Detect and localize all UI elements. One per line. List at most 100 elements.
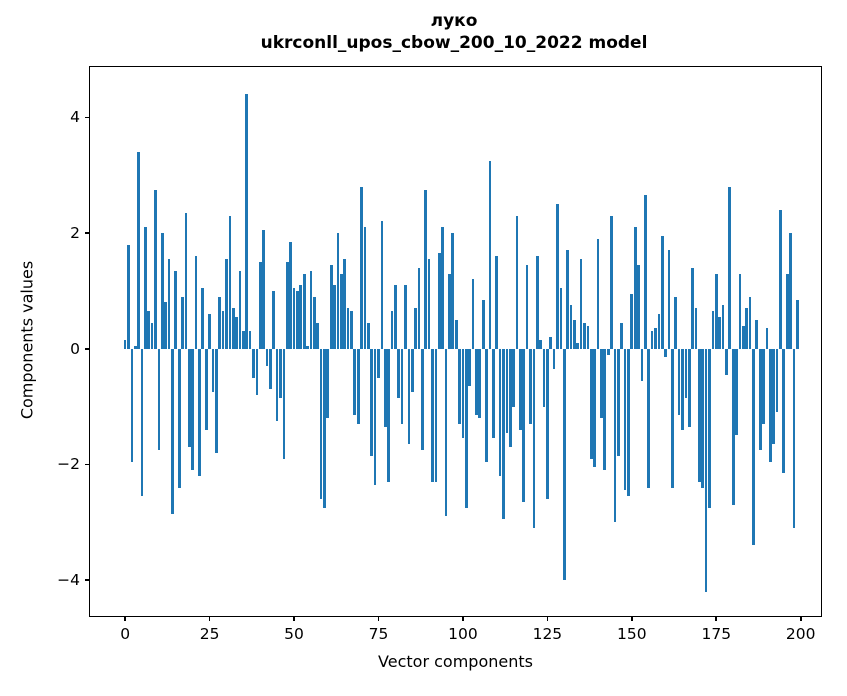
bar-12	[164, 302, 167, 349]
bar-109	[491, 348, 495, 439]
bar-188	[758, 348, 762, 450]
bar-96	[448, 273, 451, 349]
bar-135	[579, 259, 583, 349]
bar-110	[495, 256, 499, 349]
bar-145	[613, 348, 617, 523]
bar-170	[698, 348, 701, 482]
bar-40	[258, 261, 262, 349]
bar-43	[269, 348, 272, 390]
y-tick-mark	[85, 347, 90, 350]
bar-49	[289, 241, 292, 349]
bar-29	[221, 311, 225, 349]
bar-131	[566, 250, 569, 349]
y-tick-label: 2	[70, 224, 80, 243]
bar-42	[265, 348, 269, 367]
bar-164	[677, 348, 681, 416]
bar-23	[201, 287, 205, 349]
bar-182	[738, 273, 742, 349]
bar-118	[522, 348, 526, 503]
y-tick-label: −2	[57, 455, 80, 474]
x-tick-mark	[462, 616, 464, 621]
bar-155	[647, 348, 651, 488]
bar-174	[711, 311, 715, 349]
bar-5	[140, 348, 144, 497]
bar-121	[532, 348, 536, 529]
bar-75	[377, 348, 380, 378]
bar-20	[191, 348, 195, 471]
bar-18	[184, 212, 188, 349]
plot-area: 0 25 50 75 100 125 150 175 200 4 2 0 −2 −4 Vector co…	[57, 66, 822, 671]
bar-168	[691, 267, 694, 349]
bar-38	[252, 348, 255, 378]
bar-175	[714, 273, 718, 349]
bar-19	[187, 348, 191, 448]
bar-47	[282, 348, 286, 459]
bar-173	[708, 348, 711, 508]
chart-title: луко ukrconll_upos_cbow_200_10_2022 mode…	[261, 10, 648, 54]
x-tick-label: 200	[785, 625, 816, 643]
bar-124	[542, 348, 546, 407]
bar-94	[441, 227, 444, 349]
bar-58	[319, 348, 323, 500]
bar-112	[502, 348, 505, 520]
bar-162	[671, 348, 674, 488]
chart-title-line2: ukrconll_upos_cbow_200_10_2022 model	[260, 33, 648, 53]
bar-32	[231, 308, 235, 349]
bar-99	[458, 348, 461, 424]
x-tick-label: 0	[120, 625, 131, 643]
bar-120	[529, 348, 532, 424]
bar-158	[657, 314, 661, 349]
bar-183	[741, 325, 745, 349]
bar-113	[505, 348, 509, 433]
bar-171	[701, 348, 705, 488]
bar-166	[684, 348, 688, 398]
bar-127	[552, 348, 556, 369]
bar-60	[326, 348, 330, 419]
bar-169	[694, 308, 698, 349]
bar-108	[488, 160, 492, 349]
bar-63	[336, 233, 340, 349]
bar-137	[586, 325, 590, 349]
bar-34	[238, 270, 242, 349]
bar-143	[606, 348, 610, 355]
bar-194	[779, 209, 782, 349]
y-axis-label: Components values	[17, 260, 37, 420]
bar-31	[228, 215, 232, 349]
x-tick-label: 175	[701, 625, 732, 643]
bar-93	[437, 253, 441, 349]
bar-68	[353, 348, 357, 416]
bar-91	[431, 348, 434, 482]
bar-25	[208, 314, 211, 349]
x-tick-mark	[208, 616, 211, 621]
bar-44	[272, 290, 276, 349]
bar-71	[363, 227, 367, 349]
bar-102	[468, 348, 472, 387]
bar-16	[177, 348, 181, 488]
bar-48	[285, 261, 289, 349]
bar-70	[360, 186, 363, 349]
bar-98	[454, 319, 458, 349]
bar-97	[451, 233, 455, 349]
bar-107	[485, 348, 488, 462]
bar-39	[255, 348, 259, 395]
bar-3	[133, 345, 137, 349]
bar-0	[123, 340, 127, 349]
bar-123	[539, 340, 542, 349]
y-tick-mark	[85, 463, 90, 466]
bar-122	[535, 256, 539, 349]
bar-28	[218, 296, 222, 349]
bar-104	[475, 348, 478, 416]
bar-106	[481, 299, 485, 349]
bar-165	[681, 348, 684, 430]
bar-191	[768, 348, 772, 462]
bar-26	[211, 348, 215, 393]
bar-7	[147, 311, 151, 349]
bar-177	[721, 305, 725, 349]
bar-139	[593, 348, 596, 468]
x-tick-mark	[293, 616, 295, 621]
bar-184	[745, 308, 749, 349]
bar-92	[434, 348, 438, 482]
bar-128	[556, 204, 559, 349]
bar-76	[380, 221, 384, 349]
bar-179	[728, 186, 732, 349]
